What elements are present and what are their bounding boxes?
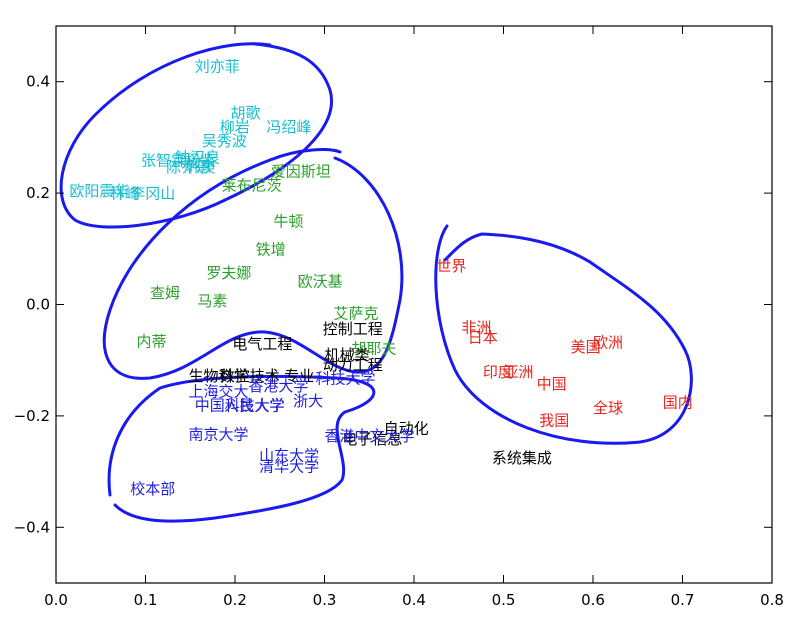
point-label-black: 系统集成 <box>492 449 552 467</box>
point-label-black: 动力工程 <box>323 356 383 374</box>
y-tick-label: 0.0 <box>26 296 50 314</box>
point-label-blue: 浙大 <box>293 392 323 410</box>
point-label-green: 爱因斯坦 <box>271 162 331 180</box>
x-tick-label: 0.5 <box>492 591 516 609</box>
point-label-red: 非洲 <box>461 318 491 336</box>
axes: 0.0 0.1 0.2 0.3 0.4 0.5 0.6 0.7 0.8 0.4 0.2 0.0 −0.2… <box>14 25 784 609</box>
point-label-green: 艾萨克 <box>333 304 378 322</box>
point-label-cyan: 柳岩 <box>220 118 250 136</box>
x-tick-label: 0.1 <box>134 591 158 609</box>
point-label-cyan: 刘亦菲 <box>195 58 240 76</box>
y-tick-label: −0.2 <box>14 407 50 425</box>
x-tick-label: 0.6 <box>581 591 605 609</box>
point-label-green: 马素 <box>197 292 227 310</box>
point-label-cyan: 胡歌 <box>231 104 261 122</box>
point-label-blue: 清华大学 <box>259 458 319 476</box>
point-label-red: 全球 <box>593 399 623 417</box>
point-label-red: 国内 <box>663 394 693 412</box>
point-label-red: 中国 <box>537 375 567 393</box>
point-label-cyan: 杨紫 <box>186 151 216 169</box>
point-label-green: 牛顿 <box>273 213 303 231</box>
point-label-blue: 香港大学 <box>248 377 308 395</box>
y-tick-label: −0.4 <box>14 518 50 536</box>
point-label-red: 美国 <box>571 338 601 356</box>
point-label-red: 世界 <box>436 257 466 275</box>
point-label-black: 自动化 <box>384 420 429 438</box>
point-label-red: 我国 <box>539 411 569 429</box>
point-label-cyan: 吴秀波 <box>202 132 247 150</box>
point-label-cyan: 韩庚 <box>186 158 216 176</box>
cluster-boundaries <box>59 42 693 523</box>
point-label-black: 数控技术 <box>220 367 280 385</box>
point-label-black: 机械类 <box>325 346 370 364</box>
point-label-cyan: 林峰 <box>110 185 140 203</box>
point-label-red: 欧洲 <box>593 333 623 351</box>
point-label-black: 控制工程 <box>323 320 383 338</box>
x-tick-label: 0.0 <box>44 591 68 609</box>
point-label-green: 查姆 <box>150 284 180 302</box>
plot-frame <box>55 25 773 584</box>
y-tick-label: 0.2 <box>26 184 50 202</box>
point-label-black: 专业 <box>284 367 314 385</box>
point-label-red: 亚洲 <box>504 363 534 381</box>
point-label-red: 日本 <box>468 328 498 346</box>
point-label-red: 印度 <box>483 363 513 381</box>
point-label-cyan: 钟汉良 <box>175 148 220 166</box>
x-tick-label: 0.2 <box>223 591 247 609</box>
x-tick-label: 0.3 <box>313 591 337 609</box>
point-label-blue: 山东大学 <box>259 446 319 464</box>
point-label-black: 生物科学 <box>188 367 248 385</box>
cluster-boundary-blue <box>107 374 376 523</box>
point-label-blue: 校本部 <box>130 480 175 498</box>
point-label-blue: 人民大学 <box>224 396 284 414</box>
cluster-boundary-cyan <box>59 42 333 229</box>
point-label-cyan: 欧阳震华 <box>69 182 129 200</box>
point-label-green: 欧沃基 <box>298 273 343 291</box>
point-label-green: 内蒂 <box>137 332 167 350</box>
point-label-blue: 香港中文大学 <box>325 427 415 445</box>
point-label-green: 罗夫娜 <box>206 264 251 282</box>
point-label-blue: 科技大学 <box>316 370 376 388</box>
point-label-green: 胡耶夫 <box>351 340 396 358</box>
point-label-green: 莱布尼茨 <box>222 176 282 194</box>
point-label-black: 电气工程 <box>232 335 292 353</box>
x-tick-label: 0.4 <box>402 591 426 609</box>
point-label-blue: 中国科技大学 <box>195 396 285 414</box>
cluster-boundary-green <box>102 148 404 380</box>
point-label-cyan: 冯绍峰 <box>266 118 311 136</box>
point-label-cyan: 李冈山 <box>130 185 175 203</box>
point-label-black: 电子信息 <box>342 430 402 448</box>
point-label-cyan: 张智霖 <box>141 151 186 169</box>
point-label-green: 铁增 <box>256 240 286 258</box>
cluster-boundary-red <box>434 224 693 445</box>
point-label-cyan: 陈乔恩 <box>166 158 211 176</box>
point-label-blue: 上海交大 <box>188 382 248 400</box>
point-label-blue: 南京大学 <box>188 425 248 443</box>
x-tick-label: 0.7 <box>671 591 695 609</box>
y-tick-label: 0.4 <box>26 73 50 91</box>
x-tick-label: 0.8 <box>760 591 784 609</box>
